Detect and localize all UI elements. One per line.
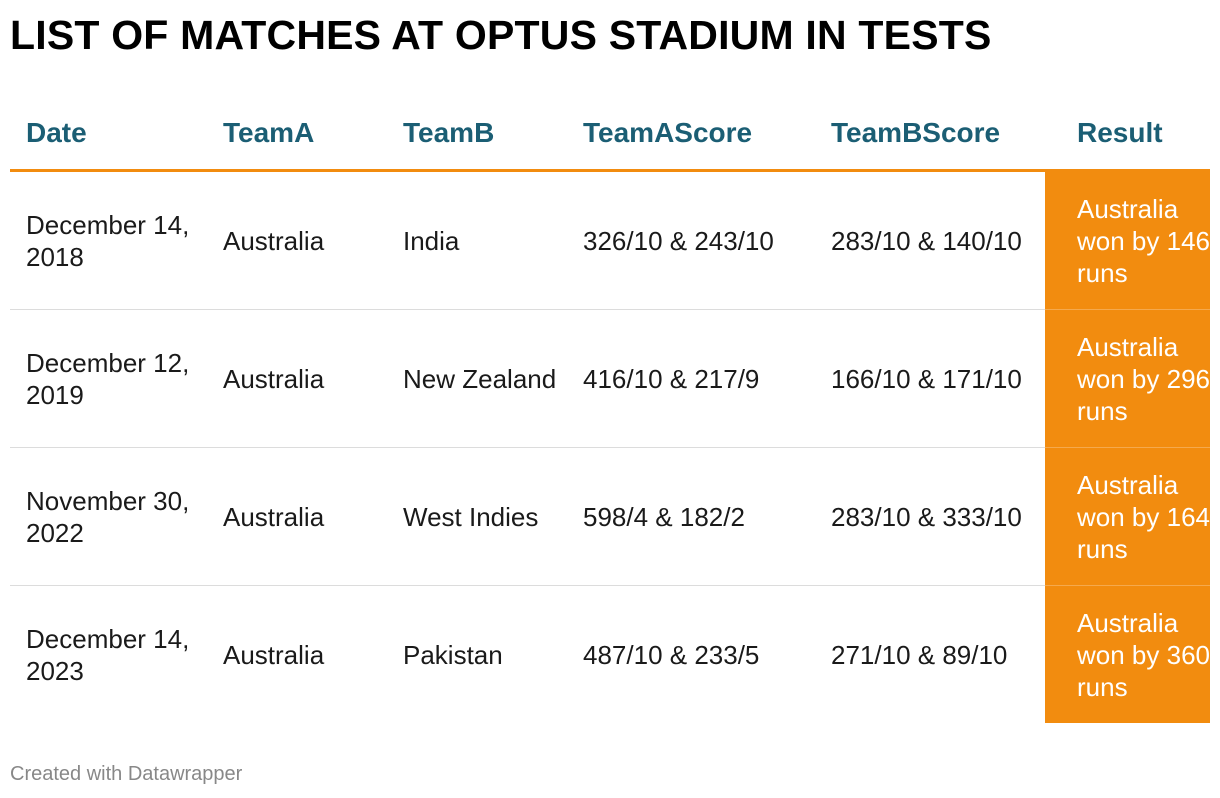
column-header-date[interactable]: Date: [10, 96, 207, 172]
cell-team-a-score: 326/10 & 243/10: [567, 170, 815, 310]
cell-team-a: Australia: [207, 170, 387, 310]
cell-team-b-score: 283/10 & 333/10: [815, 447, 1045, 586]
column-header-team-a-score[interactable]: TeamAScore: [567, 96, 815, 172]
cell-team-b-score: 271/10 & 89/10: [831, 639, 1008, 670]
cell-date: December 14, 2018: [10, 170, 207, 310]
cell-team-a-score: 416/10 & 217/9: [567, 309, 815, 448]
table-row: December 12, 2019 Australia New Zealand …: [10, 309, 1210, 448]
cell-date: December 12, 2019: [10, 309, 207, 448]
cell-result: Australia won by 360 runs: [1045, 585, 1210, 723]
cell-team-b: Pakistan: [403, 639, 503, 670]
matches-table: Date TeamA TeamB TeamAScore TeamBScore R…: [10, 96, 1210, 723]
column-header-team-a[interactable]: TeamA: [207, 96, 387, 172]
column-header-team-b-score[interactable]: TeamBScore: [815, 96, 1045, 172]
table-row: December 14, 2023 Australia Pakistan 487…: [10, 585, 1210, 723]
cell-team-b-score: 166/10 & 171/10: [815, 309, 1045, 448]
cell-team-a: Australia: [207, 309, 387, 448]
table-row: November 30, 2022 Australia West Indies …: [10, 447, 1210, 586]
column-header-team-b[interactable]: TeamB: [387, 96, 567, 172]
footer-credit: Created with Datawrapper: [10, 763, 243, 785]
cell-team-a-score: 487/10 & 233/5: [583, 639, 760, 670]
cell-date: December 14, 2023: [26, 623, 190, 686]
cell-team-a-score: 598/4 & 182/2: [567, 447, 815, 586]
chart-title: LIST OF MATCHES AT OPTUS STADIUM IN TEST…: [10, 12, 992, 58]
cell-team-b: West Indies: [387, 447, 567, 586]
cell-team-b-score: 283/10 & 140/10: [815, 170, 1045, 310]
cell-result: Australia won by 296 runs: [1045, 309, 1210, 448]
cell-team-b: New Zealand: [387, 309, 567, 448]
column-header-result[interactable]: Result: [1045, 96, 1210, 172]
cell-team-a: Australia: [223, 639, 325, 670]
cell-date: November 30, 2022: [10, 447, 207, 586]
table-header-row: Date TeamA TeamB TeamAScore TeamBScore R…: [10, 96, 1210, 172]
cell-result: Australia won by 146 runs: [1045, 170, 1210, 310]
cell-team-a: Australia: [207, 447, 387, 586]
table-row: December 14, 2018 Australia India 326/10…: [10, 170, 1210, 310]
cell-team-b: India: [387, 170, 567, 310]
cell-result: Australia won by 164 runs: [1045, 447, 1210, 586]
